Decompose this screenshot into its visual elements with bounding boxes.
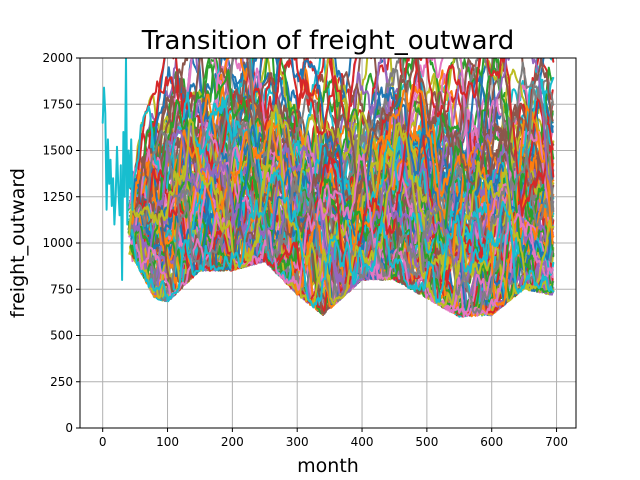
x-tick-label: 600 xyxy=(480,435,503,449)
y-tick-label: 1750 xyxy=(42,97,73,111)
x-tick-label: 700 xyxy=(545,435,568,449)
x-tick-label: 500 xyxy=(415,435,438,449)
series-line xyxy=(132,58,554,296)
series-line xyxy=(130,153,554,318)
series-line xyxy=(128,65,555,286)
series-group xyxy=(101,58,555,318)
y-axis-label: freight_outward xyxy=(7,168,29,318)
series-line xyxy=(134,83,555,314)
y-tick-label: 1500 xyxy=(42,144,73,158)
chart-title: Transition of freight_outward xyxy=(141,26,515,56)
x-axis-label: month xyxy=(297,455,359,477)
y-tick-label: 1250 xyxy=(42,190,73,204)
tick-group: 0 100 200 300 400 500 600 700 0 250 500 750 1000 1250… xyxy=(42,51,568,449)
series-line xyxy=(128,107,555,308)
y-tick-label: 1000 xyxy=(42,236,73,250)
y-tick-label: 750 xyxy=(50,282,73,296)
x-tick-label: 0 xyxy=(99,435,107,449)
y-tick-label: 250 xyxy=(50,375,73,389)
series-line xyxy=(131,58,554,294)
y-tick-label: 500 xyxy=(50,329,73,343)
series-line xyxy=(132,122,554,293)
initial-series-line xyxy=(101,58,134,281)
series-line xyxy=(128,75,554,287)
series-line xyxy=(130,171,555,309)
x-tick-label: 100 xyxy=(156,435,179,449)
y-tick-label: 2000 xyxy=(42,51,73,65)
x-tick-label: 300 xyxy=(286,435,309,449)
x-tick-label: 400 xyxy=(351,435,374,449)
y-tick-label: 0 xyxy=(65,421,73,435)
series-line xyxy=(132,121,555,318)
x-tick-label: 200 xyxy=(221,435,244,449)
series-line xyxy=(130,86,554,276)
